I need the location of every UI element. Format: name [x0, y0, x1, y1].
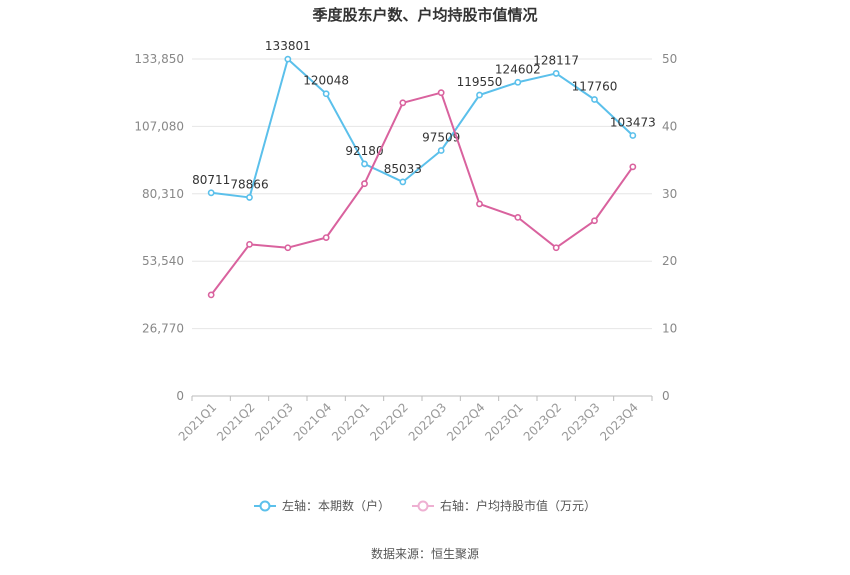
left-axis-tick-label: 0: [176, 389, 184, 403]
series-line-1: [210, 91, 634, 296]
legend-label-market-value: 右轴：户均持股市值（万元）: [440, 499, 597, 513]
x-axis-tick-label: 2022Q3: [406, 400, 450, 444]
data-point-0: [476, 91, 483, 99]
series-line-0: [211, 58, 634, 199]
left-axis-tick-label: 107,080: [134, 119, 184, 133]
x-axis-tick-label: 2023Q1: [482, 400, 526, 444]
data-label: 97509: [422, 130, 460, 144]
left-axis-tick-label: 133,850: [134, 52, 184, 66]
x-axis-tick-label: 2023Q4: [597, 400, 641, 444]
data-point-1: [629, 163, 637, 171]
right-axis-tick-label: 50: [662, 52, 677, 66]
data-label: 78866: [230, 177, 268, 191]
legend-line-marker-icon: [412, 500, 434, 511]
data-point-1: [399, 99, 407, 107]
data-label: 133801: [265, 39, 311, 53]
x-axis-tick-label: 2021Q3: [252, 400, 296, 444]
data-point-0: [361, 160, 368, 168]
chart-legend: 左轴：本期数（户） 右轴：户均持股市值（万元）: [0, 497, 850, 514]
data-label: 85033: [384, 162, 422, 176]
x-axis-tick-label: 2023Q2: [521, 400, 565, 444]
legend-line-marker-icon: [253, 500, 276, 511]
data-point-0: [437, 147, 445, 154]
data-point-1: [437, 89, 445, 97]
left-axis-tick-label: 26,770: [142, 322, 184, 336]
data-point-1: [246, 240, 253, 248]
data-point-0: [207, 189, 215, 197]
data-point-0: [246, 194, 253, 201]
data-label: 117760: [572, 80, 618, 94]
x-axis-tick-label: 2021Q2: [214, 400, 258, 444]
data-point-1: [552, 244, 560, 252]
chart-plot: 0 26,770 53,540 80,310 107,080 133,850 0 10 20 30…: [134, 39, 677, 444]
right-axis-tick-label: 40: [662, 119, 677, 133]
right-axis-tick-label: 0: [662, 389, 670, 403]
x-axis-tick-label: 2022Q2: [367, 400, 411, 444]
x-axis-tick-label: 2021Q4: [291, 400, 335, 444]
data-point-0: [514, 78, 522, 86]
data-point-1: [476, 200, 483, 208]
data-label: 119550: [457, 75, 503, 89]
legend-item-market-value[interactable]: 右轴：户均持股市值（万元）: [412, 497, 596, 514]
data-point-0: [322, 90, 330, 98]
legend-label-households: 左轴：本期数（户）: [281, 499, 390, 513]
data-point-0: [629, 132, 637, 139]
data-point-0: [399, 178, 407, 186]
data-source-note: 数据来源：恒生聚源: [370, 547, 479, 561]
left-axis-tick-label: 80,310: [142, 187, 184, 201]
x-axis-tick-label: 2021Q1: [176, 400, 220, 444]
x-axis-tick-label: 2023Q3: [559, 400, 603, 444]
data-label: 128117: [533, 53, 579, 67]
data-point-1: [284, 244, 292, 252]
right-axis-tick-label: 20: [662, 254, 677, 268]
legend-item-households[interactable]: 左轴：本期数（户）: [253, 497, 390, 514]
data-label: 120048: [303, 74, 349, 88]
x-axis-tick-label: 2022Q4: [444, 400, 488, 444]
data-point-0: [552, 70, 560, 77]
chart-title: 季度股东户数、户均持股市值情况: [312, 6, 538, 24]
data-point-0: [284, 55, 292, 63]
data-point-1: [591, 217, 598, 225]
data-point-0: [591, 96, 598, 103]
data-point-1: [514, 213, 522, 221]
data-label: 80711: [192, 173, 230, 187]
data-label: 92180: [345, 144, 383, 158]
right-axis-tick-label: 10: [662, 322, 677, 336]
data-point-1: [207, 291, 215, 299]
data-point-1: [322, 234, 330, 242]
data-label: 103473: [610, 115, 656, 129]
left-axis-tick-label: 53,540: [142, 254, 184, 268]
data-label: 124602: [495, 62, 541, 76]
data-point-1: [361, 180, 368, 188]
right-axis-tick-label: 30: [662, 187, 677, 201]
x-axis-tick-label: 2022Q1: [329, 400, 373, 444]
